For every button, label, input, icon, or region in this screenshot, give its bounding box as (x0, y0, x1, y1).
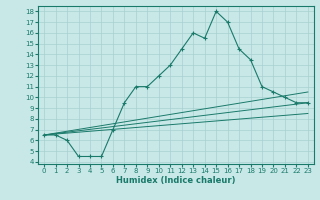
X-axis label: Humidex (Indice chaleur): Humidex (Indice chaleur) (116, 176, 236, 185)
